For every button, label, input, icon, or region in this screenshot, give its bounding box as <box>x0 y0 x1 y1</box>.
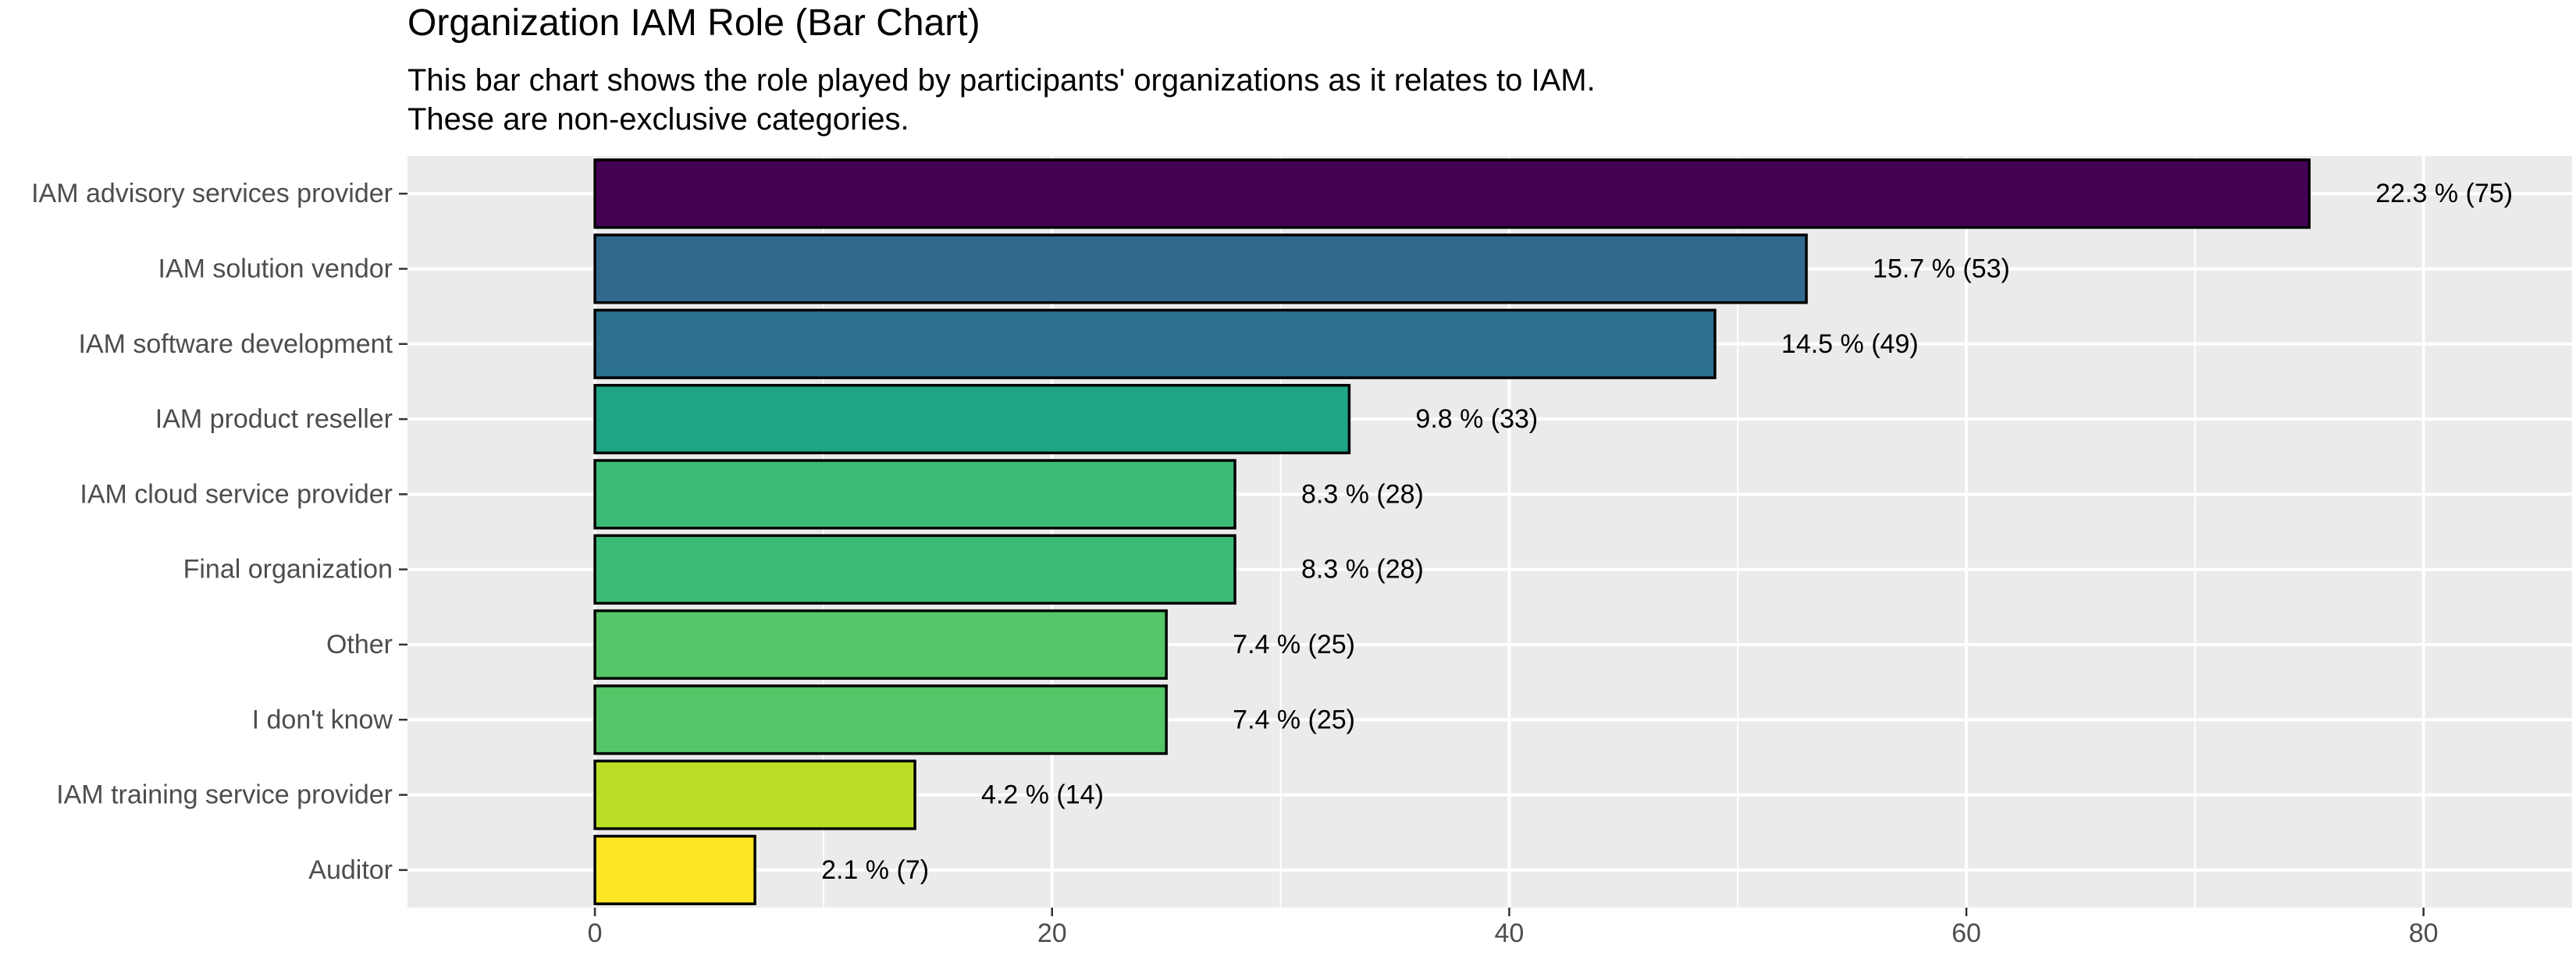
y-tick-label: IAM cloud service provider <box>80 479 393 509</box>
bar <box>593 684 1168 755</box>
bar <box>593 759 916 830</box>
bar-value-label: 2.1 % (7) <box>821 855 929 885</box>
y-tick-label: Other <box>326 630 393 659</box>
x-tick-label: 60 <box>1952 919 1981 948</box>
y-tick-label: IAM software development <box>78 329 393 359</box>
x-tick-label: 40 <box>1494 919 1524 948</box>
bar-value-label: 7.4 % (25) <box>1233 630 1355 659</box>
bar-value-label: 9.8 % (33) <box>1415 404 1538 434</box>
x-tick-label: 20 <box>1037 919 1067 948</box>
bar-value-label: 14.5 % (49) <box>1781 329 1919 359</box>
bar <box>593 383 1351 455</box>
y-axis: IAM advisory services provider IAM soluti… <box>31 179 407 885</box>
y-tick-label: I don't know <box>252 705 393 734</box>
x-tick-label: 0 <box>588 919 603 948</box>
y-tick-label: IAM solution vendor <box>158 254 393 283</box>
bar-value-label: 7.4 % (25) <box>1233 705 1355 734</box>
bar <box>593 609 1168 680</box>
x-tick-label: 80 <box>2409 919 2439 948</box>
bar <box>593 158 2311 229</box>
bar-value-label: 4.2 % (14) <box>981 780 1104 810</box>
bar-value-label: 22.3 % (75) <box>2375 179 2513 208</box>
bar-value-labels: 22.3 % (75) 15.7 % (53) 14.5 % (49) 9.8 % (… <box>821 179 2513 885</box>
x-axis: 0 20 40 60 80 <box>588 908 2439 948</box>
bars <box>593 158 2311 905</box>
bar <box>593 233 1808 304</box>
subtitle-line-1: This bar chart shows the role played by … <box>407 63 1596 98</box>
chart-subtitle: This bar chart shows the role played by … <box>407 61 1596 139</box>
bar-value-label: 15.7 % (53) <box>1873 254 2010 283</box>
bar-value-label: 8.3 % (28) <box>1301 479 1424 509</box>
y-tick-label: Final organization <box>183 555 393 585</box>
bar <box>593 834 756 905</box>
chart-title: Organization IAM Role (Bar Chart) <box>407 2 980 44</box>
bar <box>593 308 1717 379</box>
y-tick-label: IAM product reseller <box>155 404 393 434</box>
bar-value-label: 8.3 % (28) <box>1301 555 1424 585</box>
y-tick-label: IAM training service provider <box>56 780 393 810</box>
bar <box>593 459 1236 530</box>
subtitle-line-2: These are non-exclusive categories. <box>407 102 909 137</box>
y-tick-label: IAM advisory services provider <box>31 179 393 208</box>
y-tick-label: Auditor <box>308 855 393 885</box>
bar <box>593 534 1236 605</box>
